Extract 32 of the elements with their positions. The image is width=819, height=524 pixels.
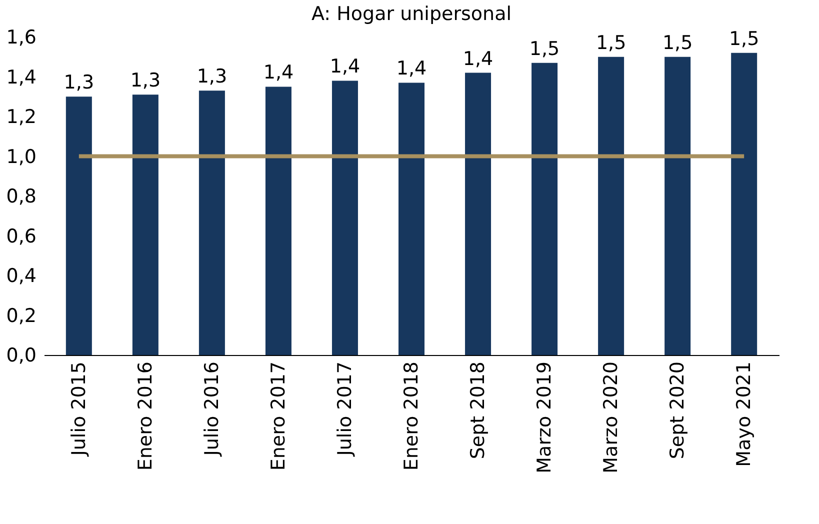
x-tick-label: Enero 2016 — [134, 362, 156, 471]
x-tick-label: Julio 2017 — [334, 362, 356, 457]
x-tick-label: Enero 2017 — [267, 362, 290, 471]
x-tick-label: Sept 2018 — [467, 362, 490, 460]
y-tick-label: 1,2 — [6, 106, 36, 128]
y-tick-label: 1,4 — [6, 66, 36, 88]
y-tick-label: 0,4 — [6, 265, 36, 287]
data-label: 1,3 — [130, 70, 161, 92]
y-tick-label: 0,8 — [6, 186, 36, 208]
data-label: 1,4 — [330, 56, 360, 78]
data-label: 1,3 — [64, 72, 94, 94]
x-tick-label: Julio 2016 — [200, 362, 223, 457]
data-label: 1,5 — [728, 28, 760, 50]
y-tick-label: 0,6 — [6, 225, 36, 248]
data-label: 1,4 — [462, 48, 494, 70]
data-label: 1,5 — [596, 32, 626, 54]
data-label: 1,4 — [263, 62, 294, 84]
x-tick-label: Marzo 2019 — [534, 362, 556, 474]
x-tick-label: Julio 2015 — [68, 362, 90, 457]
y-tick-label: 1,0 — [6, 146, 36, 168]
data-label: 1,3 — [196, 66, 228, 88]
data-label: 1,5 — [529, 38, 560, 60]
x-tick-label: Enero 2018 — [400, 362, 422, 471]
y-tick-label: 0,2 — [6, 304, 36, 327]
x-tick-label: Mayo 2021 — [733, 362, 756, 467]
chart-title: A: Hogar unipersonal — [312, 3, 512, 25]
y-tick-label: 1,6 — [6, 26, 36, 48]
x-tick-label: Sept 2020 — [666, 362, 689, 460]
x-tick-label: Marzo 2020 — [600, 362, 622, 474]
y-tick-label: 0,0 — [6, 344, 36, 366]
data-label: 1,5 — [662, 32, 693, 54]
data-label: 1,4 — [396, 58, 427, 80]
